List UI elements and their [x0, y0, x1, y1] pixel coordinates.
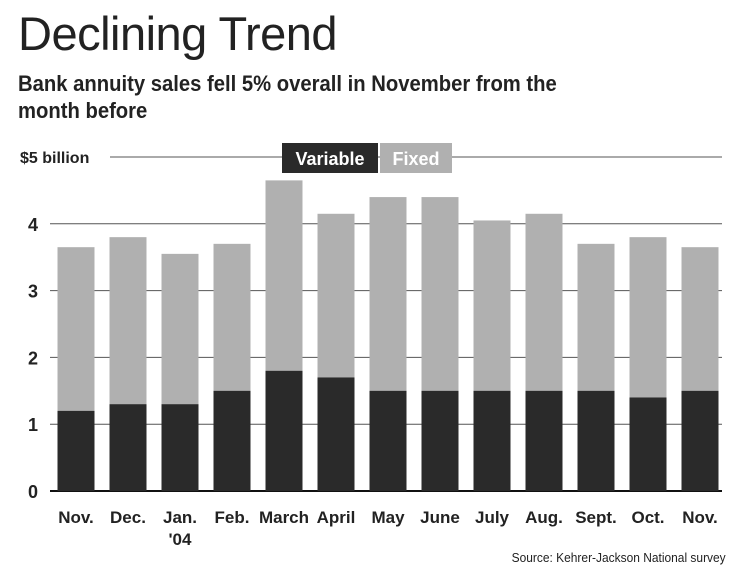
- x-tick-label: Sept.: [575, 508, 617, 527]
- bar-fixed: [161, 253, 199, 405]
- bar-fixed: [213, 243, 251, 391]
- x-tick-label: April: [317, 508, 356, 527]
- x-tick-label: Dec.: [110, 508, 146, 527]
- x-tick-label: June: [420, 508, 460, 527]
- y-tick-label: 2: [28, 348, 38, 368]
- bar-fixed: [109, 237, 147, 405]
- bar-variable: [525, 390, 563, 491]
- legend-label-fixed: Fixed: [392, 149, 439, 169]
- y-tick-label: 0: [28, 482, 38, 502]
- y-tick-label: 4: [28, 215, 38, 235]
- bar-fixed: [369, 197, 407, 391]
- bar-variable: [161, 404, 199, 491]
- x-tick-label: Jan. '04: [163, 508, 197, 549]
- bar-variable: [629, 397, 667, 491]
- chart-title: Declining Trend: [18, 7, 338, 60]
- x-tick-label: May: [371, 508, 405, 527]
- x-tick-label: Nov.: [682, 508, 718, 527]
- legend-swatch-fixed: [380, 143, 452, 173]
- y-tick-label: 1: [28, 415, 38, 435]
- bar-variable: [369, 390, 407, 491]
- bar-fixed: [681, 247, 719, 391]
- x-tick-label: Feb.: [215, 508, 250, 527]
- bar-fixed: [317, 213, 355, 378]
- source-note: Source: Kehrer-Jackson National survey: [511, 550, 726, 565]
- bar-fixed: [525, 213, 563, 391]
- bar-fixed: [265, 180, 303, 371]
- x-tick-label: Aug.: [525, 508, 563, 527]
- bar-variable: [421, 390, 459, 491]
- bar-variable: [57, 410, 95, 491]
- bar-fixed: [577, 243, 615, 391]
- x-tick-label: Oct.: [631, 508, 664, 527]
- bar-fixed: [473, 220, 511, 391]
- x-tick-label: July: [475, 508, 510, 527]
- bar-variable: [213, 390, 251, 491]
- bar-variable: [577, 390, 615, 491]
- y-tick-label: 3: [28, 282, 38, 302]
- legend-swatch-variable: [282, 143, 378, 173]
- bar-variable: [109, 404, 147, 491]
- bar-variable: [317, 377, 355, 491]
- bar-fixed: [421, 197, 459, 391]
- bar-variable: [265, 370, 303, 491]
- x-tick-label: Nov.: [58, 508, 94, 527]
- legend-label-variable: Variable: [295, 149, 364, 169]
- chart-subtitle: Bank annuity sales fell 5% overall in No…: [18, 71, 557, 123]
- bar-variable: [681, 390, 719, 491]
- bar-variable: [473, 390, 511, 491]
- bar-fixed: [629, 237, 667, 398]
- x-tick-label: March: [259, 508, 309, 527]
- y-tick-label: $5 billion: [20, 150, 89, 167]
- bar-fixed: [57, 247, 95, 411]
